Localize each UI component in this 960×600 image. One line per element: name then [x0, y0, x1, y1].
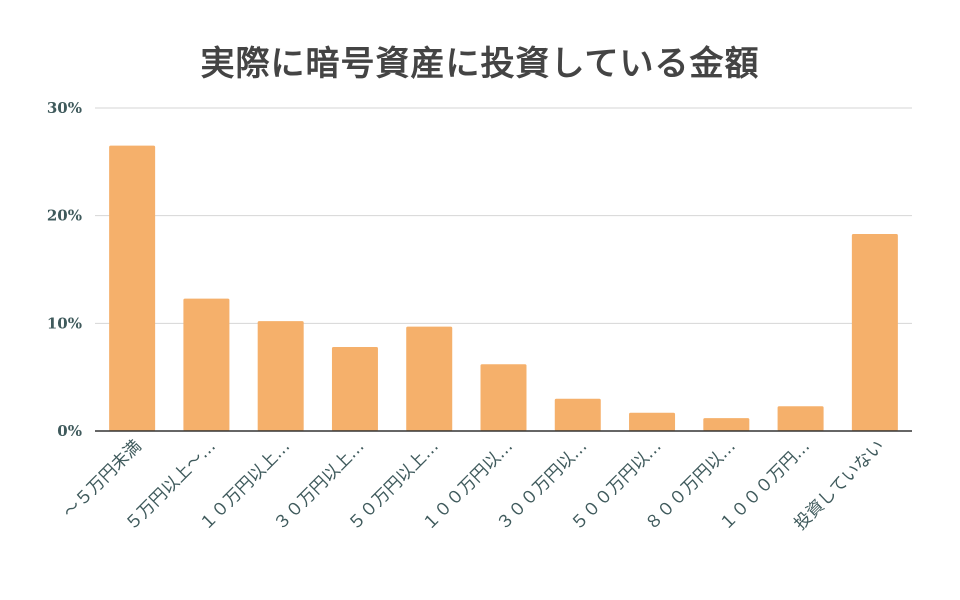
bar: [257, 321, 304, 431]
bar: [109, 145, 156, 431]
chart-title: 実際に暗号資産に投資している金額: [200, 44, 760, 84]
gridlines: [95, 107, 912, 324]
bar: [554, 398, 601, 431]
bar: [629, 412, 676, 431]
bar: [183, 298, 230, 431]
y-tick-label: 30%: [47, 99, 82, 117]
y-tick-label: 0%: [57, 422, 82, 440]
y-axis-ticks: 0% 10% 20% 30%: [47, 99, 82, 440]
bar: [777, 406, 824, 431]
bars: [109, 145, 898, 431]
bar: [480, 364, 527, 431]
bar: [406, 326, 453, 431]
y-tick-label: 10%: [47, 314, 82, 332]
bar: [331, 347, 378, 431]
bar: [851, 233, 898, 431]
bar: [703, 418, 750, 431]
y-tick-label: 20%: [47, 207, 82, 225]
x-axis-ticks: ～５万円未満５万円以上～…１０万円以上…３０万円以上…５０万円以上…１００万円以…: [59, 436, 888, 534]
